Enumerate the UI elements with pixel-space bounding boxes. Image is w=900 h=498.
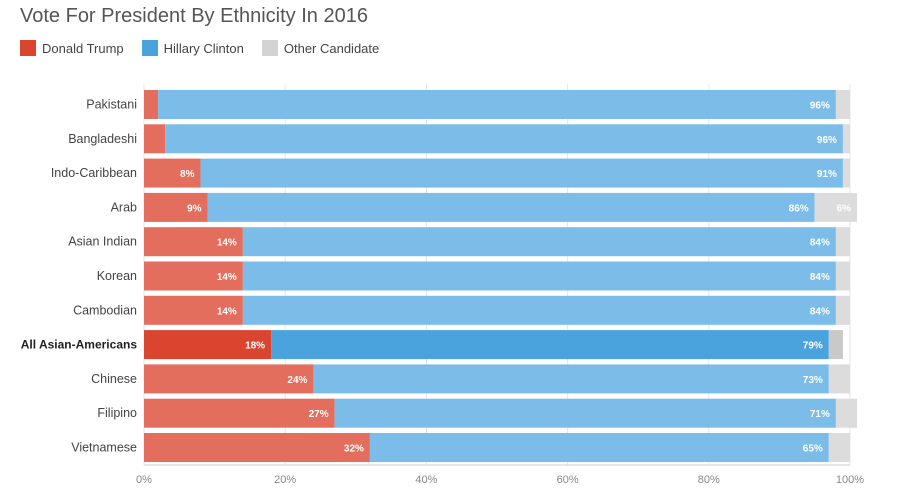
bar-segment <box>835 90 850 119</box>
bar-segment <box>313 364 829 394</box>
legend-swatch-clinton <box>141 40 158 56</box>
bar-segment <box>835 398 858 428</box>
bar-segment <box>200 158 843 188</box>
bar-segment <box>144 227 243 257</box>
bar-segment <box>158 90 836 119</box>
x-tick-label: 40% <box>415 474 437 486</box>
data-label: 18% <box>245 341 265 352</box>
bar-segment <box>835 227 850 257</box>
category-label: Bangladeshi <box>68 132 137 146</box>
bar-segment <box>207 192 815 222</box>
category-label: Cambodian <box>73 303 137 317</box>
bar-segment <box>842 158 850 188</box>
legend-label-other: Other Candidate <box>283 40 380 56</box>
data-label: 96% <box>810 101 830 112</box>
data-label: 84% <box>810 238 830 249</box>
bar-segment <box>242 295 836 325</box>
bar-segment <box>144 330 272 360</box>
data-label: 86% <box>789 203 809 214</box>
bar-segment <box>814 192 858 222</box>
category-label: Korean <box>97 269 137 283</box>
legend-item-clinton[interactable]: Hillary Clinton <box>141 40 244 56</box>
data-label: 6% <box>837 203 852 214</box>
data-label: 9% <box>187 203 202 214</box>
data-label: 79% <box>803 341 823 352</box>
legend-label-trump: Donald Trump <box>42 40 124 56</box>
category-label: Asian Indian <box>68 235 137 249</box>
category-label: All Asian-Americans <box>21 338 138 352</box>
bar-segment <box>144 261 243 291</box>
bar-segment <box>144 398 335 428</box>
category-label: Chinese <box>91 372 137 386</box>
legend-swatch-other <box>261 40 278 56</box>
data-label: 91% <box>817 169 837 180</box>
data-label: 84% <box>810 272 830 283</box>
data-label: 32% <box>344 444 364 455</box>
data-label: 24% <box>287 375 307 386</box>
chart-legend: Donald Trump Hillary Clinton Other Candi… <box>20 40 397 56</box>
bars-layer <box>144 90 858 462</box>
data-label: 14% <box>217 306 237 317</box>
bar-segment <box>828 433 850 462</box>
category-label: Indo-Caribbean <box>51 166 137 180</box>
data-label: 73% <box>803 375 823 386</box>
legend-item-other[interactable]: Other Candidate <box>261 40 380 56</box>
bar-segment <box>835 261 850 291</box>
data-label: 8% <box>180 169 195 180</box>
labels-layer: Pakistani 96% Bangladeshi 96% Indo-Caribbean… <box>21 98 851 455</box>
chart-title: Vote For President By Ethnicity In 2016 <box>20 5 368 27</box>
bar-segment <box>144 295 243 325</box>
category-label: Filipino <box>97 406 137 420</box>
data-label: 71% <box>810 409 830 420</box>
legend-label-clinton: Hillary Clinton <box>163 40 244 56</box>
bar-segment <box>144 364 314 394</box>
legend-swatch-trump <box>20 40 36 56</box>
bar-segment <box>828 364 850 394</box>
x-axis: 0% 20% 40% 60% 80% 100% <box>136 464 864 486</box>
bar-segment <box>144 192 208 222</box>
data-label: 96% <box>817 135 837 146</box>
category-label: Arab <box>111 200 137 214</box>
category-label: Pakistani <box>86 98 137 112</box>
x-tick-label: 60% <box>557 474 579 486</box>
bar-segment <box>165 124 843 154</box>
data-label: 14% <box>217 272 237 283</box>
bar-segment <box>144 90 159 119</box>
x-tick-label: 100% <box>836 474 864 486</box>
bar-segment <box>242 227 836 257</box>
bar-segment <box>144 158 201 188</box>
bar-segment <box>144 433 370 462</box>
data-label: 27% <box>309 409 329 420</box>
bar-segment <box>334 398 836 428</box>
data-label: 84% <box>810 306 830 317</box>
x-tick-label: 20% <box>274 474 296 486</box>
data-label: 65% <box>803 444 823 455</box>
bar-segment <box>271 330 829 360</box>
bar-segment <box>369 433 829 462</box>
bar-segment <box>828 330 843 360</box>
bar-segment <box>242 261 836 291</box>
data-label: 14% <box>217 238 237 249</box>
bar-segment <box>144 124 166 154</box>
category-label: Vietnamese <box>71 441 137 455</box>
x-tick-label: 80% <box>698 474 720 486</box>
x-tick-label: 0% <box>136 474 152 486</box>
bar-segment <box>835 295 850 325</box>
legend-item-trump[interactable]: Donald Trump <box>20 40 124 56</box>
bar-segment <box>842 124 850 154</box>
